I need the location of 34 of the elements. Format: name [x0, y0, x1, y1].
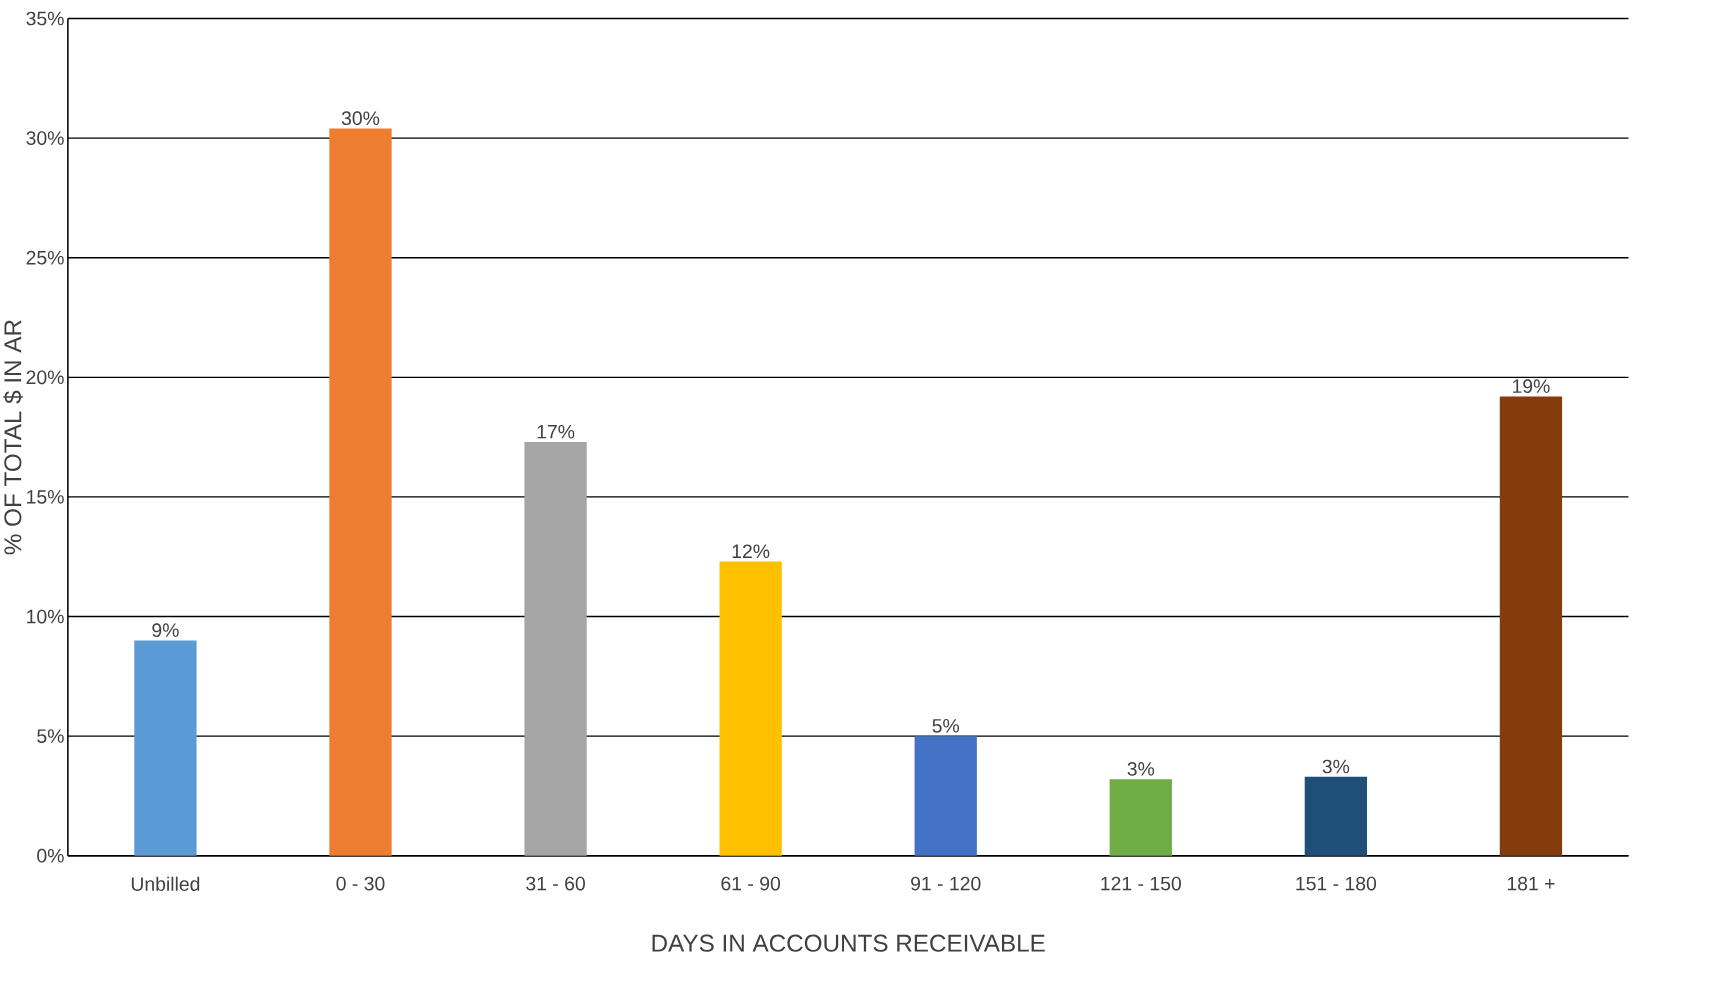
bar: [329, 128, 392, 856]
x-tick-label: 151 - 180: [1296, 876, 1377, 891]
bar: [1499, 396, 1563, 856]
x-tick-label: 31 - 60: [526, 876, 585, 891]
x-tick-label: 91 - 120: [911, 876, 981, 891]
x-tick-label: Unbilled: [131, 876, 200, 891]
x-tick-label: 121 - 150: [1101, 876, 1181, 891]
data-label: 9%: [152, 623, 179, 637]
bar: [1304, 776, 1368, 856]
data-label: 17%: [537, 424, 575, 439]
data-label: 5%: [932, 719, 960, 733]
x-axis-title: DAYS IN ACCOUNTS RECEIVABLE: [652, 934, 1045, 952]
x-tick-label: 181 +: [1507, 876, 1555, 891]
data-label: 30%: [341, 111, 380, 126]
bar: [914, 736, 977, 856]
data-label: 12%: [732, 544, 770, 559]
y-tick-label: 20%: [26, 370, 64, 385]
y-tick-label: 30%: [26, 131, 64, 145]
y-tick-label: 35%: [26, 11, 64, 26]
data-label: 19%: [1513, 379, 1550, 393]
bar: [719, 561, 782, 856]
y-tick-label: 25%: [26, 250, 64, 265]
x-tick-label: 0 - 30: [336, 876, 385, 891]
y-axis-title: % OF TOTAL $ IN AR: [3, 320, 23, 555]
bar: [524, 441, 587, 856]
bar: [134, 640, 197, 856]
y-tick-label: 0%: [37, 848, 64, 863]
data-label: 3%: [1127, 761, 1155, 776]
y-tick-label: 15%: [27, 490, 64, 504]
x-tick-label: 61 - 90: [721, 876, 781, 891]
y-tick-label: 5%: [37, 729, 64, 743]
data-label: 3%: [1322, 759, 1350, 774]
y-tick-label: 10%: [27, 609, 64, 624]
bar: [1109, 779, 1172, 856]
